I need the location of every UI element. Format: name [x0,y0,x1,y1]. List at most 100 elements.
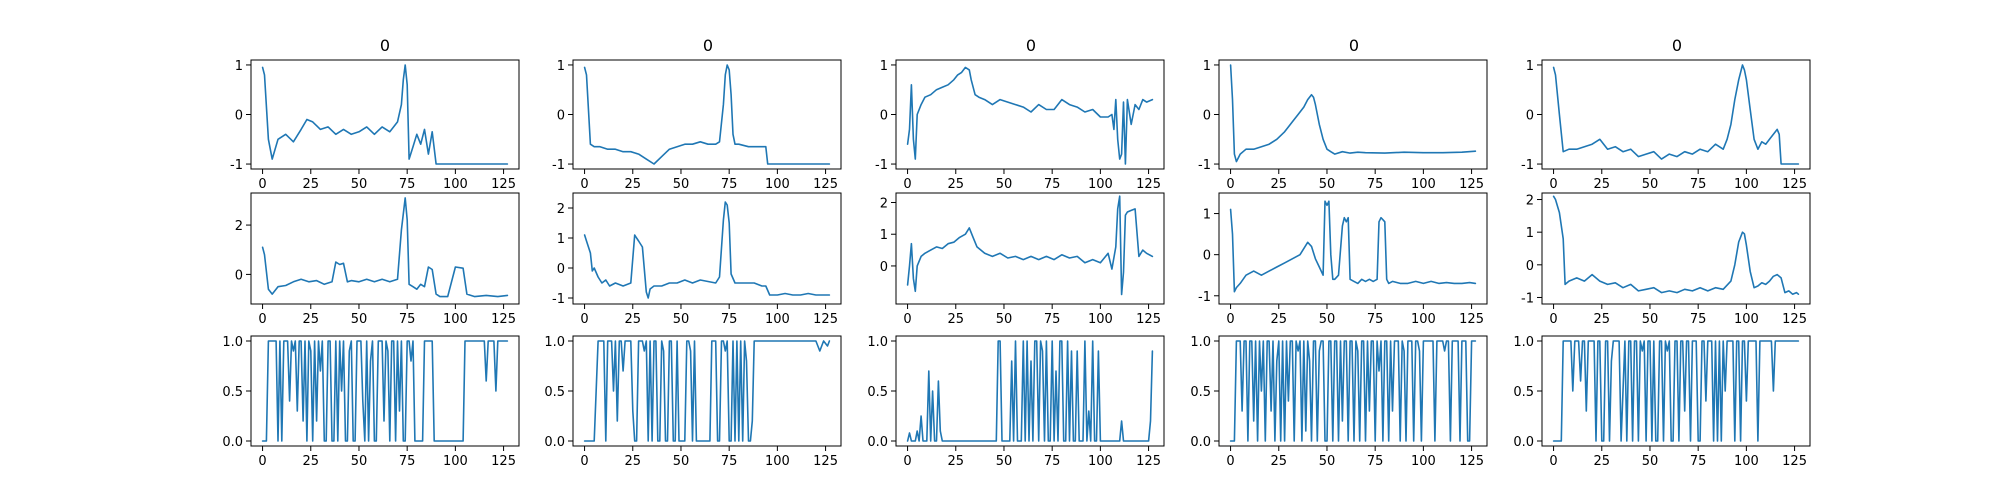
subplot-c1-r1: 0 25 50 75 100 125 -1 0 1 [230,59,520,192]
x-tick-label-c3-r3: 125 [1136,454,1161,469]
y-tick-label-c1-r2: 2 [235,219,243,234]
x-tick-label-c4-r3: 100 [1411,454,1436,469]
x-tick-label-c2-r1: 100 [765,177,790,192]
y-tick-label-c5-r1: 1 [1526,59,1534,74]
y-tick-label-c2-r2: 0 [557,262,565,277]
x-tick-label-c5-r3: 25 [1593,454,1610,469]
axes-frame-c3-r2 [895,192,1165,305]
x-tick-label-c3-r1: 0 [903,177,911,192]
subplot-c2-r2: 0 25 50 75 100 125 -1 0 1 2 [552,192,842,327]
x-tick-label-c4-r3: 75 [1367,454,1384,469]
x-tick-label-c5-r1: 125 [1782,177,1807,192]
x-tick-label-c4-r2: 125 [1459,312,1484,327]
series-line-c5-r3 [1552,340,1800,442]
x-tick-label-c1-r1: 75 [399,177,416,192]
y-tick-label-c2-r1: -1 [552,158,565,173]
x-tick-label-c3-r2: 125 [1136,312,1161,327]
x-tick-label-c2-r1: 125 [813,177,838,192]
y-tick-label-c1-r2: 0 [235,268,243,283]
subplot-c2-r3: 0 25 50 75 100 125 0.0 0.5 1.0 [544,335,842,469]
y-tick-label-c5-r3: 1.0 [1513,335,1534,350]
x-tick-label-c2-r2: 100 [765,312,790,327]
x-tick-label-c4-r3: 50 [1319,454,1336,469]
x-tick-label-c4-r2: 75 [1367,312,1384,327]
x-tick-label-c5-r1: 0 [1549,177,1557,192]
y-tick-label-c4-r3: 0.0 [1190,435,1211,450]
series-line-c1-r1 [261,64,509,165]
x-tick-label-c1-r1: 125 [491,177,516,192]
x-tick-label-c1-r2: 25 [302,312,319,327]
x-tick-label-c3-r1: 75 [1044,177,1061,192]
subplot-c5-r2: 0 25 50 75 100 125 -1 0 1 2 [1521,192,1811,327]
x-tick-label-c3-r2: 100 [1088,312,1113,327]
y-tick-label-c3-r1: 0 [880,109,888,124]
x-tick-label-c3-r3: 0 [903,454,911,469]
y-tick-label-c5-r3: 0.0 [1513,435,1534,450]
x-tick-label-c2-r3: 125 [813,454,838,469]
x-tick-label-c1-r2: 0 [258,312,266,327]
y-tick-label-c4-r2: -1 [1198,290,1211,305]
x-tick-label-c3-r2: 25 [947,312,964,327]
x-tick-label-c1-r2: 100 [443,312,468,327]
x-tick-label-c4-r3: 125 [1459,454,1484,469]
y-tick-label-c3-r3: 0.5 [867,385,888,400]
y-tick-label-c5-r1: -1 [1521,158,1534,173]
y-tick-label-c5-r2: 2 [1526,194,1534,209]
x-tick-label-c1-r3: 100 [443,454,468,469]
x-tick-label-c3-r3: 100 [1088,454,1113,469]
y-tick-label-c3-r2: 1 [880,228,888,243]
x-tick-label-c5-r3: 125 [1782,454,1807,469]
series-line-c5-r1 [1552,64,1800,165]
x-tick-label-c4-r1: 50 [1319,177,1336,192]
y-tick-label-c5-r1: 0 [1526,109,1534,124]
subplot-c4-r3: 0 25 50 75 100 125 0.0 0.5 1.0 [1190,335,1488,469]
subplot-c3-r2: 0 25 50 75 100 125 0 1 2 [880,192,1165,327]
x-tick-label-c3-r1: 125 [1136,177,1161,192]
column-title-1: 0 [380,36,390,55]
x-tick-label-c4-r3: 25 [1270,454,1287,469]
x-tick-label-c2-r1: 50 [673,177,690,192]
x-tick-label-c4-r2: 100 [1411,312,1436,327]
x-tick-label-c1-r3: 50 [351,454,368,469]
y-tick-label-c4-r2: 1 [1203,208,1211,223]
column-title-4: 0 [1349,36,1359,55]
x-tick-label-c1-r3: 0 [258,454,266,469]
x-tick-label-c5-r2: 0 [1549,312,1557,327]
y-tick-label-c5-r2: 0 [1526,259,1534,274]
x-tick-label-c1-r3: 25 [302,454,319,469]
subplot-c5-r3: 0 25 50 75 100 125 0.0 0.5 1.0 [1513,335,1811,469]
subplot-c4-r1: 0 25 50 75 100 125 -1 0 1 [1198,59,1488,192]
x-tick-label-c2-r2: 125 [813,312,838,327]
x-tick-label-c3-r2: 0 [903,312,911,327]
y-tick-label-c5-r2: 1 [1526,226,1534,241]
x-tick-label-c3-r1: 50 [996,177,1013,192]
y-tick-label-c2-r2: -1 [552,292,565,307]
subplot-c2-r1: 0 25 50 75 100 125 -1 0 1 [552,59,842,192]
x-tick-label-c5-r2: 125 [1782,312,1807,327]
y-tick-label-c1-r3: 0.0 [222,435,243,450]
y-tick-label-c1-r1: -1 [230,158,243,173]
y-tick-label-c4-r3: 1.0 [1190,335,1211,350]
x-tick-label-c2-r3: 100 [765,454,790,469]
y-tick-label-c1-r3: 1.0 [222,335,243,350]
x-tick-label-c2-r3: 25 [624,454,641,469]
y-tick-label-c1-r3: 0.5 [222,385,243,400]
axes-frame-c4-r2 [1218,192,1488,305]
x-tick-label-c5-r1: 25 [1593,177,1610,192]
x-tick-label-c1-r2: 125 [491,312,516,327]
x-tick-label-c3-r3: 75 [1044,454,1061,469]
x-tick-label-c5-r2: 100 [1734,312,1759,327]
series-line-c4-r3 [1229,340,1477,442]
y-tick-label-c2-r3: 0.0 [544,435,565,450]
axes-frame-c5-r2 [1541,192,1811,305]
y-tick-label-c2-r1: 0 [557,109,565,124]
series-line-c3-r3 [906,340,1154,442]
x-tick-label-c2-r3: 50 [673,454,690,469]
x-tick-label-c5-r2: 75 [1690,312,1707,327]
series-line-c4-r1 [1229,64,1477,163]
y-tick-label-c5-r2: -1 [1521,291,1534,306]
x-tick-label-c4-r2: 50 [1319,312,1336,327]
y-tick-label-c4-r3: 0.5 [1190,385,1211,400]
